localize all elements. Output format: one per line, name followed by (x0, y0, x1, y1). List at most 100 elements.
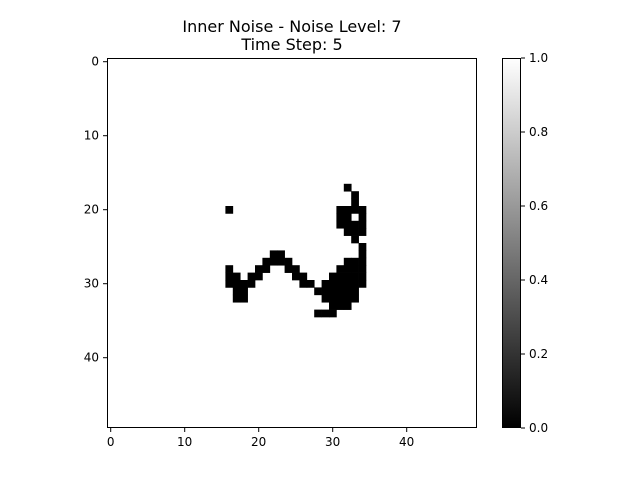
heatmap-cell (351, 287, 359, 296)
heatmap-cell (329, 294, 337, 303)
heatmap-cell (336, 294, 345, 303)
x-tick-label: 10 (177, 435, 192, 449)
heatmap-cell (358, 265, 367, 273)
heatmap-cell (329, 287, 337, 296)
heatmap-cell (343, 257, 352, 266)
heatmap-cell (240, 280, 248, 288)
heatmap-cell (232, 287, 241, 296)
y-tick-label: 20 (84, 203, 99, 217)
heatmap-cell (336, 206, 345, 214)
heatmap-cell (343, 280, 352, 288)
heatmap-cell (343, 183, 352, 192)
colorbar-tick-label: 0.0 (529, 421, 548, 435)
colorbar-tick-label: 0.2 (529, 347, 548, 361)
heatmap-cell (329, 280, 337, 288)
heatmap-cell (240, 294, 248, 303)
heatmap-cell (247, 280, 256, 288)
heatmap-cell (351, 294, 359, 303)
heatmap-cell (351, 257, 359, 266)
heatmap-cell (247, 272, 256, 281)
colorbar-frame (502, 58, 521, 428)
heatmap-cell (343, 206, 352, 214)
x-tick-label: 20 (251, 435, 266, 449)
heatmap-cell (336, 287, 345, 296)
heatmap-cell (336, 220, 345, 229)
heatmap-cell (343, 213, 352, 222)
heatmap-cells (225, 183, 367, 318)
heatmap-cell (306, 280, 315, 288)
heatmap-cell (358, 250, 367, 259)
x-tick-label: 0 (107, 435, 115, 449)
heatmap-cell (225, 272, 234, 281)
colorbar-gradient (502, 58, 521, 428)
heatmap-cell (262, 257, 271, 266)
heatmap-cell (284, 257, 293, 266)
heatmap-cell (255, 272, 263, 281)
heatmap-cell (255, 265, 263, 273)
heatmap-cell (343, 272, 352, 281)
heatmap-cell (321, 287, 330, 296)
heatmap-cell (225, 265, 234, 273)
heatmap-cell (343, 220, 352, 229)
heatmap-cell (358, 272, 367, 281)
heatmap-cell (358, 280, 367, 288)
y-tick-label: 0 (91, 55, 99, 69)
heatmap-cell (269, 257, 278, 266)
heatmap-cell (351, 191, 359, 199)
heatmap-cell (336, 280, 345, 288)
heatmap-cell (232, 294, 241, 303)
chart-title-line-1: Inner Noise - Noise Level: 7 (182, 17, 401, 36)
heatmap-cell (269, 250, 278, 259)
heatmap-cell (262, 265, 271, 273)
heatmap-cell (336, 213, 345, 222)
heatmap-cell (351, 235, 359, 244)
heatmap-cell (358, 213, 367, 222)
heatmap-cell (314, 287, 322, 296)
heatmap-cell (351, 280, 359, 288)
heatmap-cell (232, 272, 241, 281)
colorbar-tick-label: 0.4 (529, 273, 548, 287)
heatmap-cell (225, 206, 234, 214)
plot-background (107, 58, 477, 428)
heatmap-cell (351, 220, 359, 229)
heatmap-cell (299, 272, 308, 281)
x-tick-label: 30 (325, 435, 340, 449)
heatmap-cell (321, 294, 330, 303)
heatmap-cell (336, 265, 345, 273)
heatmap-cell (351, 228, 359, 236)
x-tick-label: 40 (399, 435, 414, 449)
colorbar-ticks: 0.0 0.2 0.4 0.6 0.8 1.0 (521, 51, 548, 435)
heatmap-cell (277, 250, 285, 259)
heatmap-cell (321, 309, 330, 318)
heatmap-cell (358, 228, 367, 236)
heatmap-cell (292, 272, 300, 281)
colorbar: 0.0 0.2 0.4 0.6 0.8 1.0 (502, 51, 548, 435)
heatmap-cell (329, 309, 337, 318)
heatmap-cell (329, 272, 337, 281)
heatmap-cell (336, 272, 345, 281)
heatmap-cell (314, 309, 322, 318)
plot-frame (107, 58, 477, 428)
heatmap-cell (284, 265, 293, 273)
heatmap-cell (240, 287, 248, 296)
heatmap-cell (232, 280, 241, 288)
y-tick-label: 30 (84, 277, 99, 291)
heatmap-cell (351, 265, 359, 273)
colorbar-tick-label: 1.0 (529, 51, 548, 65)
heatmap-cell (351, 272, 359, 281)
heatmap-cell (277, 257, 285, 266)
heatmap-cell (292, 265, 300, 273)
chart-title-line-2: Time Step: 5 (240, 35, 342, 54)
colorbar-tick-label: 0.8 (529, 125, 548, 139)
heatmap-cell (358, 243, 367, 251)
y-axis: 0 10 20 30 40 (84, 55, 107, 365)
heatmap-cell (351, 206, 359, 214)
heatmap-cell (358, 206, 367, 214)
heatmap-cell (343, 228, 352, 236)
heatmap-cell (351, 198, 359, 207)
y-tick-label: 40 (84, 351, 99, 365)
heatmap-plot (107, 58, 477, 428)
heatmap-cell (321, 280, 330, 288)
y-tick-label: 10 (84, 129, 99, 143)
